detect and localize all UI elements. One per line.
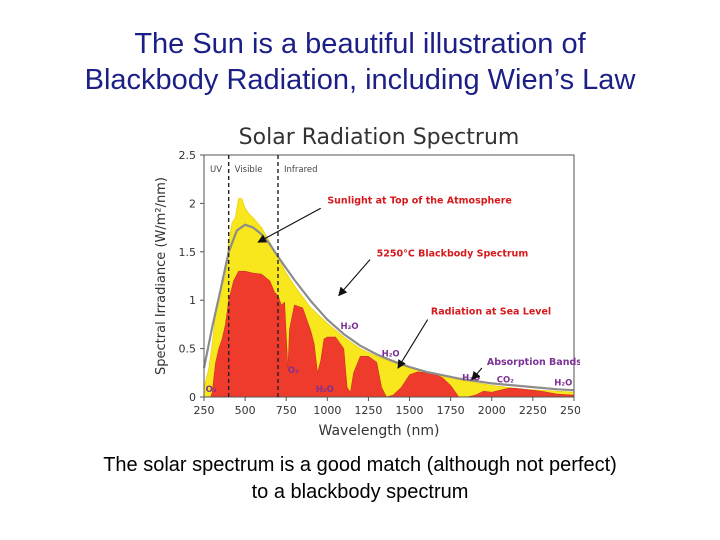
region-label-visible: Visible [235, 165, 263, 175]
annotation-label: Absorption Bands [487, 357, 580, 368]
title-line-1: The Sun is a beautiful illustration of [134, 28, 586, 60]
x-axis-label: Wavelength (nm) [319, 423, 440, 439]
annotation-label: Sunlight at Top of the Atmosphere [327, 195, 512, 206]
chart-svg: Solar Radiation Spectrum UV Visible Infrare… [154, 125, 588, 439]
annotation-label: H₂O [316, 385, 334, 395]
y-tick-label: 0.5 [179, 343, 197, 356]
slide-caption: The solar spectrum is a good match (alth… [0, 452, 720, 506]
x-tick-label: 1250 [354, 404, 382, 417]
x-tick-label: 1000 [313, 404, 341, 417]
annotation-arrow [338, 259, 371, 297]
y-tick-label: 1.5 [179, 246, 197, 259]
series-blackbody-curve [202, 223, 575, 392]
y-tick-label: 2 [189, 197, 196, 210]
annotation-label: O₃ [206, 385, 217, 395]
x-tick-label: 250 [194, 404, 215, 417]
y-tick-label: 0 [189, 391, 196, 404]
annotation-label: H₂O [340, 322, 358, 332]
y-tick-label: 1 [189, 294, 196, 307]
annotation-label: H₂O [462, 374, 480, 384]
annotation-label: H₂O [554, 378, 572, 388]
annotation-label: O₂ [288, 366, 299, 376]
annotation-arrow [397, 319, 429, 369]
chart-title: Solar Radiation Spectrum [239, 125, 520, 150]
title-line-2: Blackbody Radiation, including Wien’s La… [84, 64, 636, 96]
annotation-arrow [471, 367, 483, 381]
y-axis-label: Spectral Irradiance (W/m²/nm) [154, 177, 169, 375]
x-tick-label: 750 [276, 404, 297, 417]
x-tick-label: 1500 [396, 404, 424, 417]
series-sea-level-area [204, 270, 575, 398]
annotation-label: CO₂ [497, 375, 514, 385]
annotation-label: Radiation at Sea Level [431, 307, 551, 318]
x-tick-label: 1750 [437, 404, 465, 417]
annotation-arrow [257, 207, 322, 243]
caption-line-2: to a blackbody spectrum [251, 481, 469, 503]
plot-frame [203, 154, 575, 398]
annotation-label: 5250°C Blackbody Spectrum [377, 249, 529, 260]
solar-spectrum-chart: Solar Radiation Spectrum UV Visible Infrare… [150, 115, 588, 445]
x-tick-label: 2000 [478, 404, 506, 417]
x-tick-label: 2250 [519, 404, 547, 417]
region-label-infrared: Infrared [284, 165, 318, 175]
caption-line-1: The solar spectrum is a good match (alth… [103, 454, 617, 476]
region-label-uv: UV [210, 165, 222, 175]
y-tick-label: 2.5 [179, 149, 197, 162]
annotation-label: H₂O [382, 349, 400, 359]
x-tick-label: 500 [235, 404, 256, 417]
slide-title: The Sun is a beautiful illustration of B… [0, 26, 720, 98]
